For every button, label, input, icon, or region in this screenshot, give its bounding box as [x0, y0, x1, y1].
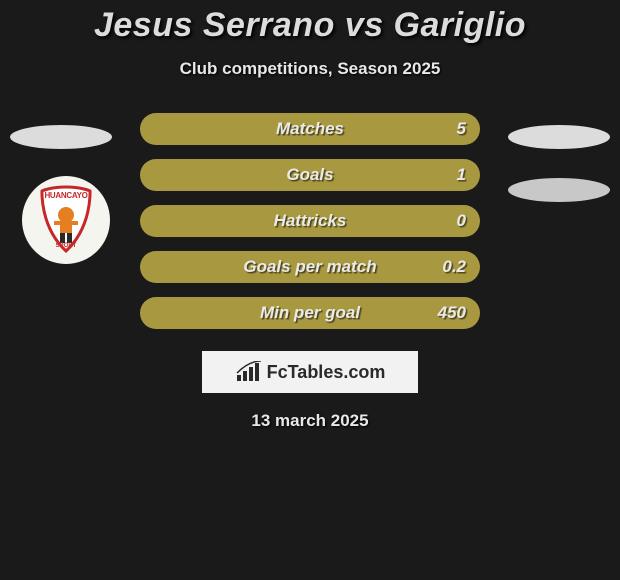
stat-value: 0.2: [442, 257, 466, 277]
comparison-card: Jesus Serrano vs Gariglio Club competiti…: [0, 0, 620, 580]
stat-row: Hattricks0: [140, 205, 480, 237]
right-ellipse-1: [508, 125, 610, 149]
badge-subtext: SPORT: [36, 243, 96, 249]
page-title: Jesus Serrano vs Gariglio: [0, 0, 620, 45]
shield-icon: HUANCAYO SPORT: [36, 185, 96, 255]
fctables-logo: FcTables.com: [202, 351, 418, 393]
stat-label: Matches: [140, 119, 480, 139]
badge-text: HUANCAYO: [36, 191, 96, 200]
stat-label: Min per goal: [140, 303, 480, 323]
stat-value: 0: [457, 211, 466, 231]
stat-row: Goals1: [140, 159, 480, 191]
subtitle: Club competitions, Season 2025: [0, 59, 620, 79]
left-ellipse-1: [10, 125, 112, 149]
stat-label: Goals: [140, 165, 480, 185]
stat-row: Matches5: [140, 113, 480, 145]
stat-value: 1: [457, 165, 466, 185]
stat-value: 5: [457, 119, 466, 139]
stat-row: Min per goal450: [140, 297, 480, 329]
stat-label: Goals per match: [140, 257, 480, 277]
logo-text: FcTables.com: [267, 362, 386, 383]
stat-row: Goals per match0.2: [140, 251, 480, 283]
bar-chart-icon: [235, 361, 263, 383]
team-badge-left: HUANCAYO SPORT: [22, 176, 110, 264]
date-label: 13 march 2025: [0, 411, 620, 431]
stat-value: 450: [438, 303, 466, 323]
right-ellipse-2: [508, 178, 610, 202]
stat-label: Hattricks: [140, 211, 480, 231]
